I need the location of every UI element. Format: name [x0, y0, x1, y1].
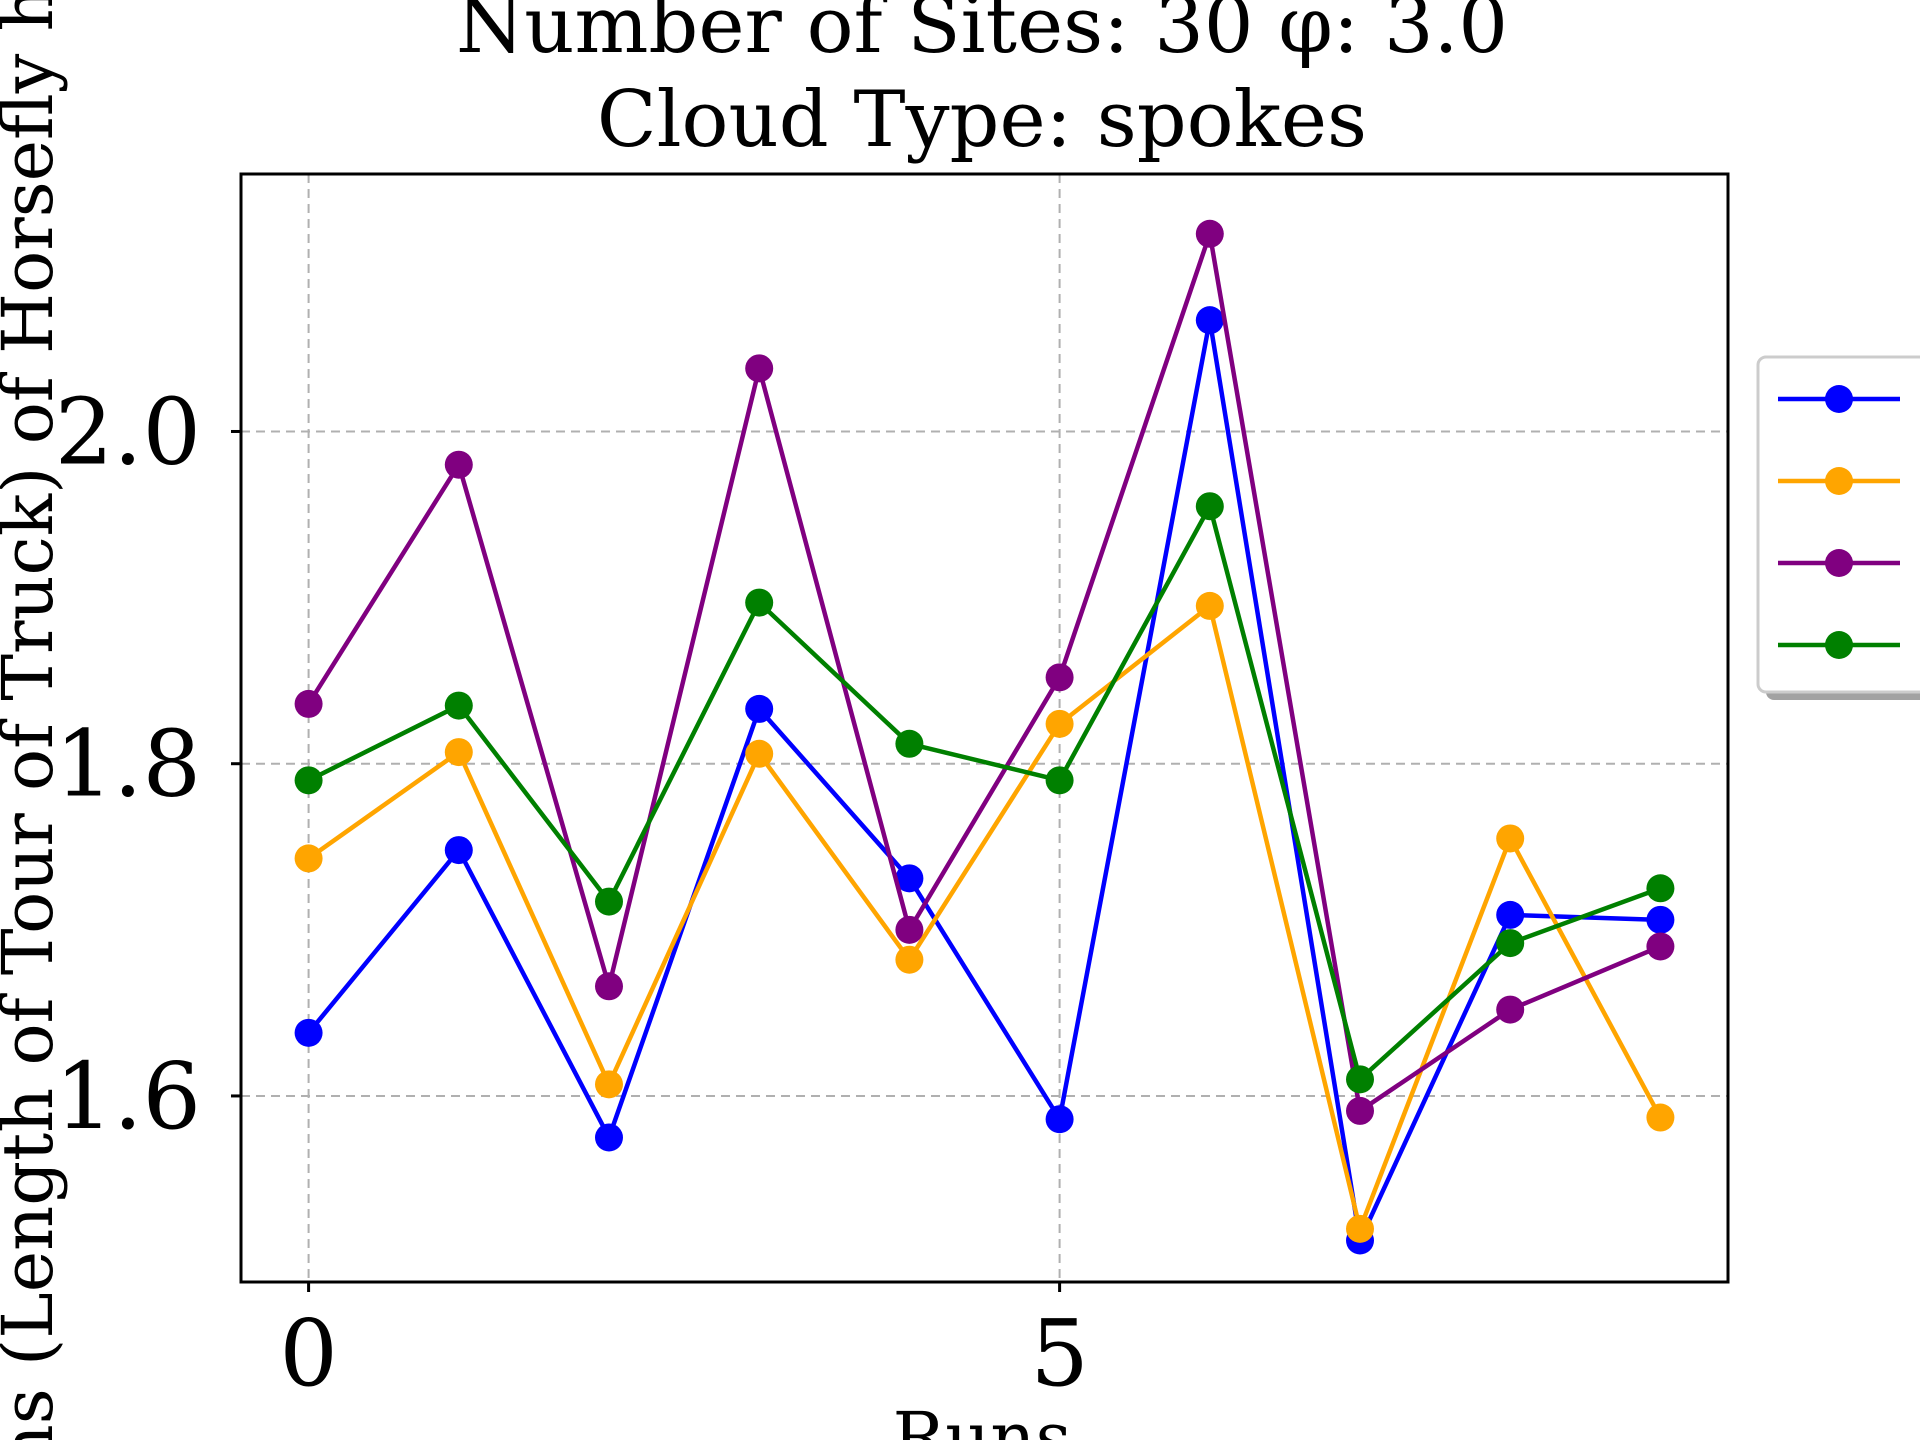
x-axis-label: Runs — [893, 1397, 1072, 1440]
data-point — [1346, 1214, 1375, 1243]
data-point — [594, 1123, 623, 1152]
data-point — [895, 864, 924, 893]
series-line — [307, 603, 1663, 1232]
legend-entry — [1778, 549, 1900, 577]
data-point — [1195, 306, 1224, 335]
chart-title: Number of Sites: 30 φ: 3.0 — [456, 0, 1508, 71]
data-point — [895, 915, 924, 944]
data-point — [1045, 766, 1074, 795]
data-point — [1646, 932, 1675, 961]
legend — [1756, 355, 1920, 700]
data-point — [1195, 492, 1224, 521]
legend-marker — [1825, 467, 1853, 495]
data-point — [745, 694, 774, 723]
data-point — [294, 1018, 323, 1047]
data-point — [294, 689, 323, 718]
data-point — [594, 887, 623, 916]
x-tick-label: 5 — [1030, 1300, 1089, 1407]
data-point — [294, 844, 323, 873]
legend-entries — [1778, 385, 1900, 659]
data-point — [1496, 929, 1525, 958]
data-point — [594, 972, 623, 1001]
legend-marker — [1825, 631, 1853, 659]
legend-marker — [1825, 549, 1853, 577]
data-point — [444, 691, 473, 720]
data-point — [444, 836, 473, 865]
series-4 — [294, 492, 1675, 1094]
data-point — [745, 354, 774, 383]
data-point — [1195, 591, 1224, 620]
series-line — [306, 231, 1662, 1114]
series-2 — [294, 591, 1675, 1243]
data-point — [444, 738, 473, 767]
legend-entry — [1778, 631, 1900, 659]
data-point — [594, 1070, 623, 1099]
data-point — [1646, 1103, 1675, 1132]
data-point — [1346, 1065, 1375, 1094]
data-point — [745, 739, 774, 768]
data-point — [444, 450, 473, 479]
data-point — [1496, 824, 1525, 853]
data-point — [1045, 663, 1074, 692]
data-point — [745, 588, 774, 617]
legend-box — [1756, 355, 1920, 694]
data-point — [1646, 905, 1675, 934]
legend-marker — [1825, 385, 1853, 413]
legend-entry — [1778, 467, 1900, 495]
y-tick-label: 1.8 — [55, 711, 201, 818]
data-point — [1346, 1096, 1375, 1125]
data-point — [1045, 709, 1074, 738]
data-point — [895, 945, 924, 974]
axis-ticks: 0 5 1.6 1.8 2.0 — [55, 378, 1089, 1407]
data-point — [1195, 219, 1224, 248]
series-1 — [294, 306, 1675, 1255]
y-tick-label: 2.0 — [55, 378, 201, 485]
series-group — [294, 219, 1675, 1255]
series-line — [306, 317, 1661, 1243]
chart-subtitle: Cloud Type: spokes — [597, 75, 1367, 165]
plot-area-frame — [239, 172, 1730, 1284]
y-axis-label: ans (Length of Tour of Truck) of Horsefl… — [0, 0, 69, 1440]
y-tick-label: 1.6 — [55, 1043, 201, 1150]
x-tick-label: 0 — [279, 1300, 338, 1407]
data-point — [1045, 1105, 1074, 1134]
data-point — [1646, 874, 1675, 903]
legend-entry — [1778, 385, 1900, 413]
data-point — [895, 729, 924, 758]
data-point — [1496, 995, 1525, 1024]
series-line — [307, 503, 1662, 1082]
data-point — [294, 766, 323, 795]
data-point — [1496, 900, 1525, 929]
series-3 — [294, 219, 1675, 1125]
